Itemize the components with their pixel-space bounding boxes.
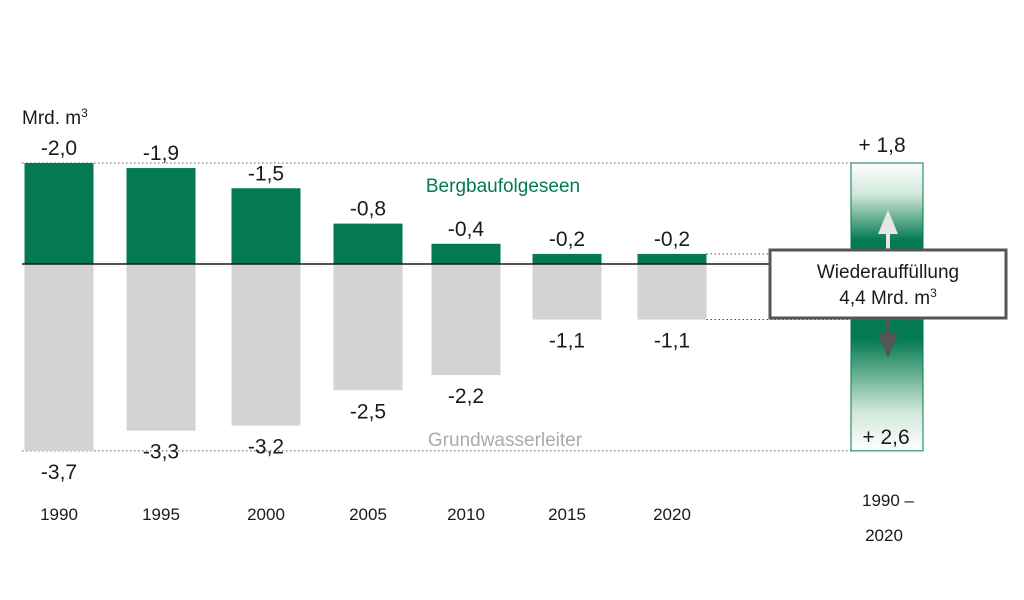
unit-label: Mrd. m3 xyxy=(22,106,88,129)
svg-text:4,4 Mrd. m3: 4,4 Mrd. m3 xyxy=(839,286,937,309)
bar-bergbaufolgeseen-2000 xyxy=(231,188,301,264)
x-tick-label-2005: 2005 xyxy=(349,505,387,524)
value-label-grundwasserleiter-2010: -2,2 xyxy=(448,385,484,408)
value-label-bergbaufolgeseen-2020: -0,2 xyxy=(654,228,690,251)
value-label-grundwasserleiter-2000: -3,2 xyxy=(248,436,284,459)
summary-period-line2: 2020 xyxy=(865,526,903,545)
value-label-bergbaufolgeseen-1995: -1,9 xyxy=(143,142,179,165)
value-label-bergbaufolgeseen-1990: -2,0 xyxy=(41,137,77,160)
svg-text:Wiederauffüllung: Wiederauffüllung xyxy=(817,262,959,283)
bar-grundwasserleiter-2020 xyxy=(637,264,707,320)
value-label-grundwasserleiter-2015: -1,1 xyxy=(549,330,585,353)
legend-label-grundwasserleiter: Grundwasserleiter xyxy=(428,430,583,451)
bar-bergbaufolgeseen-2015 xyxy=(532,253,602,264)
summary-column: + 1,8 + 2,6 Wiederauffüllung 4,4 Mrd. m3… xyxy=(768,134,1008,545)
value-label-grundwasserleiter-1995: -3,3 xyxy=(143,441,179,464)
value-labels: -2,0 -3,7 -1,9 -3,3 -1,5 -3,2 -0,8 -2,5 -0,4 -2,2… xyxy=(41,137,690,484)
x-tick-label-1995: 1995 xyxy=(142,505,180,524)
svg-text:Mrd. m3: Mrd. m3 xyxy=(22,106,88,129)
bar-grundwasserleiter-2015 xyxy=(532,264,602,320)
x-tick-labels: 1990 1995 2000 2005 2010 2015 2020 xyxy=(40,505,691,524)
value-label-bergbaufolgeseen-2015: -0,2 xyxy=(549,228,585,251)
legend-label-bergbaufolgeseen: Bergbaufolgeseen xyxy=(426,176,580,197)
value-label-bergbaufolgeseen-2005: -0,8 xyxy=(350,198,386,221)
bar-grundwasserleiter-1990 xyxy=(24,264,94,451)
x-tick-label-2020: 2020 xyxy=(653,505,691,524)
arrow-down-icon xyxy=(878,318,898,358)
bar-bergbaufolgeseen-1990 xyxy=(24,163,94,264)
summary-up-label: + 1,8 xyxy=(858,134,905,157)
value-label-grundwasserleiter-2005: -2,5 xyxy=(350,400,386,423)
value-label-grundwasserleiter-1990: -3,7 xyxy=(41,461,77,484)
x-tick-label-1990: 1990 xyxy=(40,505,78,524)
bar-bergbaufolgeseen-2010 xyxy=(431,243,501,264)
bar-bergbaufolgeseen-2020 xyxy=(637,253,707,264)
summary-callout-box: Wiederauffüllung 4,4 Mrd. m3 xyxy=(768,248,1008,320)
bar-bergbaufolgeseen-1995 xyxy=(126,168,196,264)
value-label-bergbaufolgeseen-2000: -1,5 xyxy=(248,162,284,185)
summary-period-line1: 1990 – xyxy=(862,491,915,510)
x-tick-label-2015: 2015 xyxy=(548,505,586,524)
x-tick-label-2000: 2000 xyxy=(247,505,285,524)
summary-down-label: + 2,6 xyxy=(862,426,909,449)
bar-grundwasserleiter-2000 xyxy=(231,264,301,426)
bar-bergbaufolgeseen-2005 xyxy=(333,223,403,264)
bars xyxy=(24,163,707,451)
bar-grundwasserleiter-2005 xyxy=(333,264,403,391)
value-label-bergbaufolgeseen-2010: -0,4 xyxy=(448,218,485,241)
bar-grundwasserleiter-2010 xyxy=(431,264,501,376)
value-label-grundwasserleiter-2020: -1,1 xyxy=(654,330,690,353)
bar-grundwasserleiter-1995 xyxy=(126,264,196,431)
x-tick-label-2010: 2010 xyxy=(447,505,485,524)
